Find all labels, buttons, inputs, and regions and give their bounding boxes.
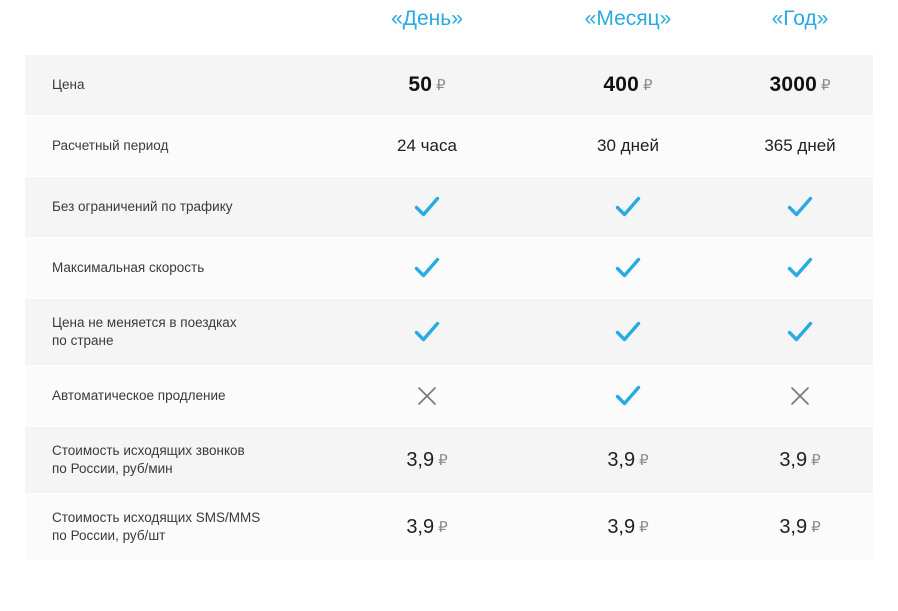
- table-row: Расчетный период 24 часа 30 дней 365 дней: [25, 116, 873, 177]
- check-icon-day: [325, 321, 529, 343]
- value-number: 3,9: [406, 515, 435, 538]
- plan-header-day[interactable]: «День»: [391, 7, 463, 30]
- ruble-sign: ₽: [820, 77, 831, 94]
- value-number: 50: [408, 73, 433, 96]
- check-icon: [414, 321, 440, 343]
- ruble-sign: ₽: [438, 518, 448, 536]
- table-row: Стоимость исходящих звонков по России, ру…: [25, 427, 873, 494]
- check-icon-month: [529, 257, 727, 279]
- ruble-sign: ₽: [643, 77, 653, 94]
- feature-label: Стоимость исходящих SMS/MMS по России, ру…: [25, 509, 325, 545]
- check-icon-year: [727, 321, 873, 343]
- check-icon: [787, 257, 813, 279]
- value-number: 3,9: [779, 515, 808, 538]
- ruble-sign: ₽: [639, 451, 649, 469]
- check-icon-year: [727, 196, 873, 218]
- cross-icon-day: [325, 385, 529, 407]
- cross-icon-year: [727, 385, 873, 407]
- table-row: Максимальная скорость: [25, 238, 873, 299]
- check-icon-month: [529, 196, 727, 218]
- check-icon-month: [529, 385, 727, 407]
- feature-label: Стоимость исходящих звонков по России, ру…: [25, 442, 325, 478]
- feature-label: Цена не меняется в поездках по стране: [25, 314, 325, 350]
- value-day: 3,9 ₽: [325, 449, 529, 472]
- check-icon: [615, 385, 641, 407]
- value-number: 400: [603, 73, 640, 96]
- ruble-sign: ₽: [438, 451, 448, 469]
- table-body: Цена 50 ₽400 ₽3000 ₽ Расчетный период 24 часа 3…: [25, 55, 873, 561]
- feature-label-line2: по России, руб/мин: [52, 461, 173, 476]
- check-icon: [615, 196, 641, 218]
- check-icon: [414, 196, 440, 218]
- check-icon: [787, 196, 813, 218]
- table-row: Без ограничений по трафику: [25, 177, 873, 238]
- check-icon: [615, 257, 641, 279]
- check-icon-year: [727, 257, 873, 279]
- value-month: 3,9 ₽: [529, 516, 727, 539]
- value-year: 3000 ₽: [727, 73, 873, 97]
- value-text: 24 часа: [397, 136, 457, 155]
- feature-label: Максимальная скорость: [52, 259, 205, 275]
- value-number: 3,9: [607, 448, 636, 471]
- ruble-sign: ₽: [639, 518, 649, 536]
- cross-icon: [416, 385, 438, 407]
- ruble-sign: ₽: [811, 518, 821, 536]
- feature-label-line2: по стране: [52, 333, 114, 348]
- value-year: 3,9 ₽: [727, 516, 873, 539]
- table-row: Автоматическое продление: [25, 366, 873, 427]
- check-icon: [615, 321, 641, 343]
- feature-label-line2: по России, руб/шт: [52, 528, 166, 543]
- value-year: 3,9 ₽: [727, 449, 873, 472]
- table-row: Цена не меняется в поездках по стране: [25, 299, 873, 366]
- check-icon: [414, 257, 440, 279]
- check-icon-day: [325, 257, 529, 279]
- value-text: 30 дней: [597, 136, 659, 155]
- table-row: Стоимость исходящих SMS/MMS по России, ру…: [25, 494, 873, 561]
- value-year: 365 дней: [727, 136, 873, 156]
- tariff-comparison-table: «День» «Месяц» «Год» Цена 50 ₽400 ₽3000 ₽ Рас…: [25, 0, 873, 561]
- cross-icon: [789, 385, 811, 407]
- value-month: 30 дней: [529, 136, 727, 156]
- value-number: 3,9: [607, 515, 636, 538]
- value-text: 365 дней: [764, 136, 836, 155]
- feature-label: Без ограничений по трафику: [52, 198, 233, 214]
- value-month: 3,9 ₽: [529, 449, 727, 472]
- ruble-sign: ₽: [811, 451, 821, 469]
- value-number: 3,9: [406, 448, 435, 471]
- plan-header-year[interactable]: «Год»: [771, 7, 829, 30]
- feature-label: Цена: [52, 76, 85, 92]
- ruble-sign: ₽: [436, 77, 446, 94]
- table-row: Цена 50 ₽400 ₽3000 ₽: [25, 55, 873, 116]
- plan-header-month[interactable]: «Месяц»: [584, 7, 672, 30]
- check-icon: [787, 321, 813, 343]
- value-day: 3,9 ₽: [325, 516, 529, 539]
- value-day: 24 часа: [325, 136, 529, 156]
- value-month: 400 ₽: [529, 73, 727, 97]
- value-number: 3,9: [779, 448, 808, 471]
- value-number: 3000: [769, 73, 817, 96]
- feature-label: Расчетный период: [52, 137, 169, 153]
- value-day: 50 ₽: [325, 73, 529, 97]
- check-icon-day: [325, 196, 529, 218]
- feature-label: Автоматическое продление: [52, 387, 226, 403]
- check-icon-month: [529, 321, 727, 343]
- table-header-row: «День» «Месяц» «Год»: [25, 0, 873, 55]
